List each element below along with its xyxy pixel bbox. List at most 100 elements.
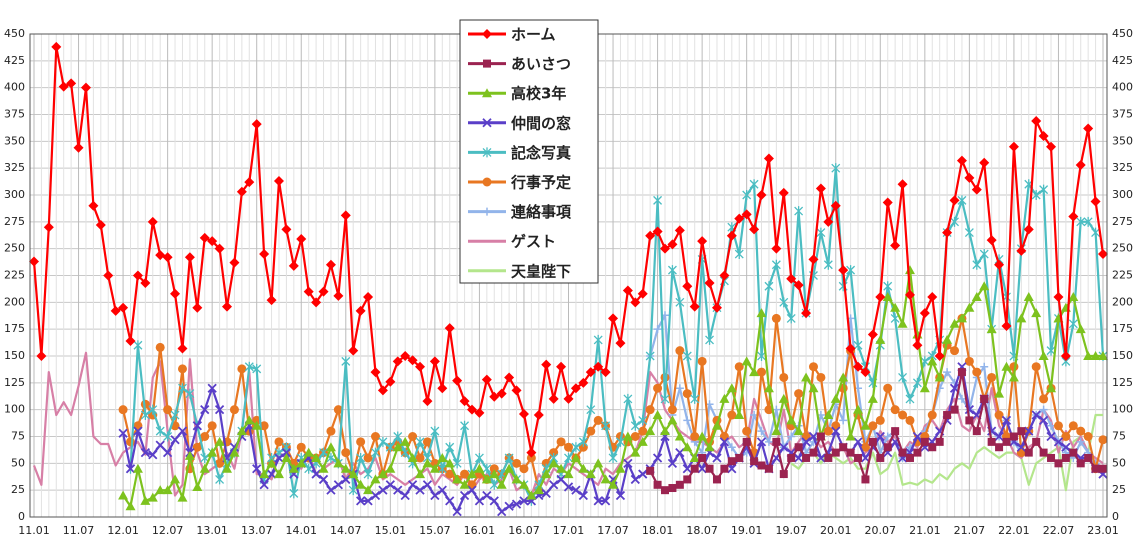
marker (1054, 459, 1063, 468)
marker (787, 453, 796, 462)
marker (377, 469, 388, 479)
legend-label: 記念写真 (511, 144, 571, 162)
marker (601, 420, 611, 431)
marker (400, 351, 411, 361)
marker (303, 286, 314, 297)
marker (794, 389, 804, 399)
plot-lines (29, 41, 1108, 517)
marker (867, 393, 878, 403)
marker (1039, 405, 1048, 414)
marker (757, 461, 766, 470)
marker (177, 364, 187, 374)
marker (734, 362, 744, 372)
marker (637, 436, 648, 446)
marker (986, 324, 997, 334)
marker (348, 469, 359, 479)
marker (600, 367, 611, 378)
marker (385, 376, 396, 387)
marker (793, 280, 804, 291)
marker (675, 346, 685, 356)
marker (964, 172, 975, 183)
marker (719, 393, 730, 403)
marker (110, 305, 121, 316)
marker (943, 368, 952, 377)
marker (950, 405, 959, 414)
marker (630, 432, 640, 441)
marker (787, 432, 796, 441)
marker (214, 436, 225, 446)
marker (162, 485, 173, 495)
x-tick-label: 13.01 (196, 524, 228, 537)
marker (824, 453, 833, 462)
marker (474, 407, 485, 418)
marker (564, 442, 573, 452)
marker (867, 329, 878, 340)
marker (1053, 437, 1064, 447)
marker (882, 291, 893, 301)
marker (675, 447, 685, 458)
marker (1001, 361, 1012, 371)
marker (778, 187, 789, 198)
y-tick-label: 350 (4, 134, 25, 147)
marker (341, 448, 351, 458)
marker (207, 236, 218, 247)
marker (861, 475, 870, 484)
marker (943, 411, 952, 420)
marker (363, 453, 373, 463)
marker (935, 437, 944, 446)
marker (1076, 459, 1085, 468)
marker (578, 463, 589, 473)
marker (853, 437, 863, 447)
marker (912, 431, 923, 442)
marker (519, 464, 529, 474)
marker (95, 220, 106, 231)
marker (860, 420, 871, 430)
marker (445, 496, 455, 506)
marker (667, 265, 677, 276)
marker (533, 410, 544, 421)
marker (88, 200, 99, 211)
marker (311, 452, 322, 462)
marker (519, 496, 529, 506)
marker (652, 453, 663, 463)
x-tick-label: 19.01 (731, 524, 763, 537)
marker (608, 479, 619, 489)
marker (1068, 291, 1079, 301)
marker (853, 340, 863, 351)
marker (705, 464, 714, 473)
marker (757, 427, 766, 436)
marker (444, 458, 455, 468)
marker (876, 453, 885, 462)
marker (570, 452, 581, 462)
line (32, 351, 1104, 497)
marker (259, 249, 270, 260)
marker (1068, 318, 1078, 329)
marker (512, 458, 522, 468)
marker (363, 291, 374, 302)
marker (148, 450, 158, 460)
marker (675, 297, 685, 308)
marker (244, 177, 255, 188)
marker (385, 442, 395, 453)
marker (207, 447, 218, 457)
marker (801, 308, 812, 319)
marker (593, 334, 603, 345)
y2-tick-label: 450 (1112, 27, 1133, 40)
marker (898, 448, 907, 457)
marker (504, 452, 514, 463)
marker (808, 383, 819, 393)
marker (274, 453, 284, 463)
marker (497, 506, 507, 517)
marker (259, 421, 269, 431)
marker (1091, 464, 1100, 473)
marker (1031, 115, 1042, 126)
marker (459, 490, 470, 501)
y2-tick-label: 250 (1112, 242, 1133, 255)
marker (155, 250, 166, 261)
marker (266, 469, 277, 479)
marker (407, 480, 418, 490)
marker (482, 463, 492, 474)
marker (341, 356, 351, 367)
marker (1038, 351, 1049, 360)
marker (147, 216, 158, 227)
